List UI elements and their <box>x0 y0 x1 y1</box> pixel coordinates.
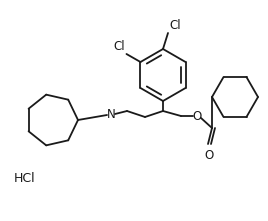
Text: O: O <box>192 109 202 122</box>
Text: Cl: Cl <box>114 40 125 53</box>
Text: Cl: Cl <box>169 19 181 32</box>
Text: N: N <box>107 109 116 122</box>
Text: HCl: HCl <box>14 172 36 185</box>
Text: O: O <box>204 149 214 162</box>
